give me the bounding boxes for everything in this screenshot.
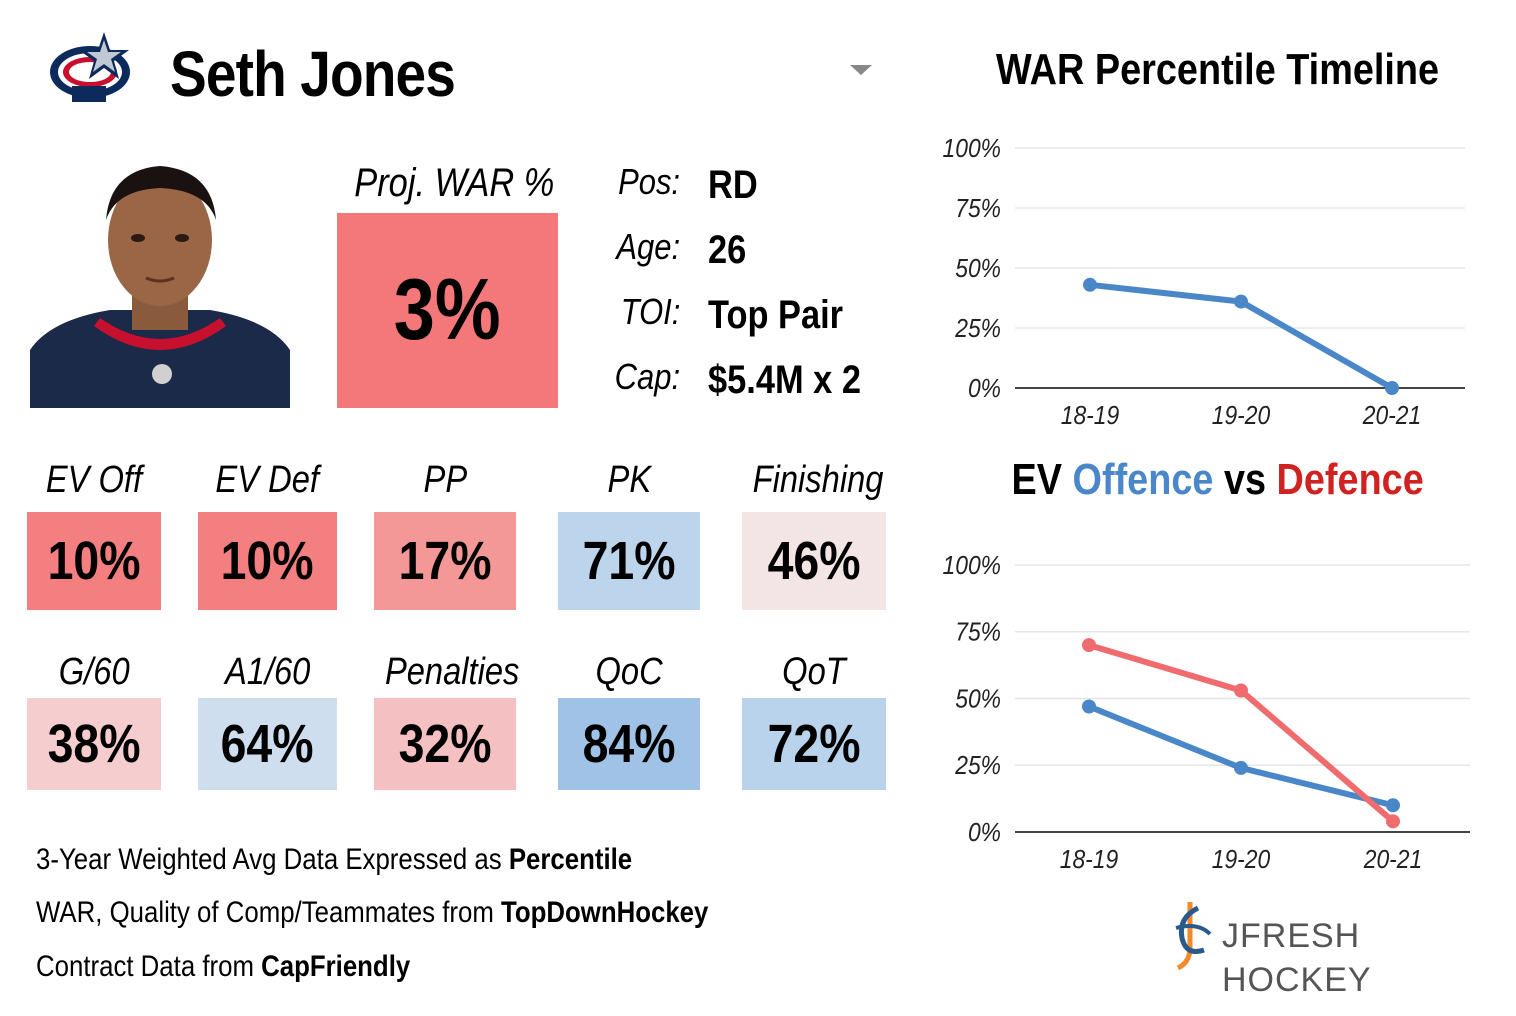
data-point <box>1234 683 1248 698</box>
stat-box-penalties: 32% <box>374 698 516 790</box>
x-tick-label: 18-19 <box>1061 402 1120 431</box>
data-point <box>1386 814 1400 829</box>
data-point <box>1083 277 1097 292</box>
series-line-offence <box>1086 703 1396 809</box>
info-value-toi: Top Pair <box>708 293 844 337</box>
stat-label-finishing: Finishing <box>752 459 884 501</box>
stat-label-qoc: QoC <box>595 651 663 693</box>
note-war-source: WAR, Quality of Comp/Teammates from TopD… <box>36 896 709 929</box>
data-point <box>1234 294 1248 309</box>
y-tick-label: 50% <box>955 255 1001 284</box>
y-tick-label: 100% <box>943 135 1001 164</box>
proj-war-box: 3% <box>337 213 558 408</box>
stat-label-qot: QoT <box>782 651 846 693</box>
y-tick-label: 25% <box>954 315 1001 344</box>
info-value-cap: $5.4M x 2 <box>708 358 861 402</box>
data-point <box>1082 638 1096 653</box>
x-tick-label: 19-20 <box>1212 846 1271 875</box>
war-percentile-chart: 0% 25% 50% 75% 100% 18-19 19-20 20-21 <box>943 135 1465 431</box>
note-percentile: 3-Year Weighted Avg Data Expressed as Pe… <box>36 843 633 876</box>
ev-chart-title: EV Offence vs Defence <box>1011 455 1425 504</box>
y-tick-label: 100% <box>943 552 1001 581</box>
stat-label-penalties: Penalties <box>384 651 520 693</box>
war-chart-title: WAR Percentile Timeline <box>996 45 1440 94</box>
x-tick-label: 19-20 <box>1212 402 1271 431</box>
data-point <box>1234 760 1248 775</box>
stat-box-qot: 72% <box>742 698 886 790</box>
player-select-dropdown-icon[interactable] <box>850 65 872 75</box>
y-tick-label: 25% <box>954 752 1001 781</box>
player-name: Seth Jones <box>170 38 456 110</box>
brand-name: JFRESH HOCKEY <box>1222 917 1372 999</box>
stat-label-ev-off: EV Off <box>45 459 143 501</box>
stat-box-ev-def: 10% <box>198 512 337 610</box>
stat-label-ev-def: EV Def <box>215 459 320 501</box>
stat-label-g60: G/60 <box>58 651 130 693</box>
stat-box-finishing: 46% <box>742 512 886 610</box>
stat-box-g60: 38% <box>27 698 161 790</box>
jfresh-logo-icon <box>1175 902 1212 971</box>
x-tick-label: 20-21 <box>1362 402 1421 431</box>
info-key-cap: Cap: <box>614 356 680 397</box>
info-value-age: 26 <box>708 228 747 272</box>
y-tick-label: 0% <box>968 375 1001 404</box>
x-tick-label: 18-19 <box>1060 846 1119 875</box>
info-value-pos: RD <box>708 163 758 207</box>
proj-war-label: Proj. WAR % <box>354 161 555 205</box>
data-point <box>1082 699 1096 714</box>
player-photo <box>30 150 290 408</box>
x-tick-label: 20-21 <box>1363 846 1422 875</box>
stat-label-a160: A1/60 <box>224 651 311 693</box>
ev-offence-defence-chart: 0% 25% 50% 75% 100% 18-19 19-20 20-21 <box>943 552 1470 875</box>
y-tick-label: 75% <box>955 618 1001 647</box>
y-tick-label: 50% <box>955 685 1001 714</box>
stat-box-ev-off: 10% <box>27 512 161 610</box>
stat-box-qoc: 84% <box>558 698 700 790</box>
stat-box-a160: 64% <box>198 698 337 790</box>
info-key-age: Age: <box>616 226 680 267</box>
info-key-pos: Pos: <box>618 161 680 202</box>
stat-label-pk: PK <box>607 459 651 501</box>
stat-box-pp: 17% <box>374 512 516 610</box>
stat-label-pp: PP <box>423 459 467 501</box>
stat-box-pk: 71% <box>558 512 700 610</box>
blue-jackets-logo-icon <box>50 32 130 102</box>
data-point <box>1386 798 1400 813</box>
y-tick-label: 0% <box>968 819 1001 848</box>
data-point <box>1385 381 1399 395</box>
y-tick-label: 75% <box>955 195 1001 224</box>
info-key-toi: TOI: <box>620 291 680 332</box>
note-contract-source: Contract Data from CapFriendly <box>36 950 411 983</box>
